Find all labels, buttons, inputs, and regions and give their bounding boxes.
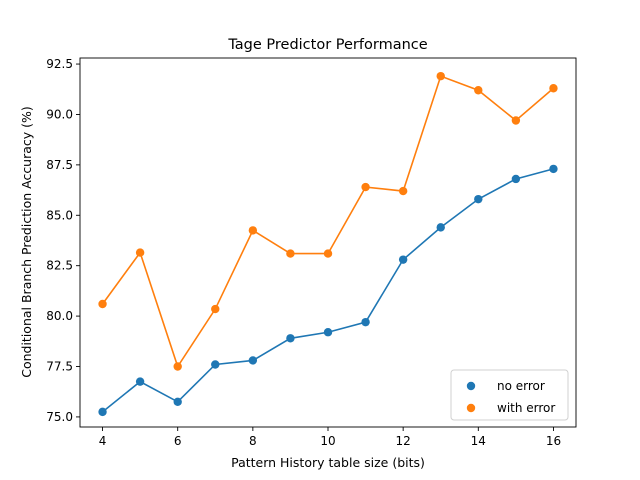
y-tick-label-1: 77.5 <box>46 360 73 374</box>
axes: 4 6 8 10 12 14 16 75.0 77.5 80.0 82.5 85.0 87.5 90.0 9… <box>46 57 577 448</box>
legend-box <box>450 369 569 421</box>
legend-marker-1 <box>466 403 476 413</box>
data-point-1-8 <box>398 186 408 196</box>
plot-area <box>98 71 558 417</box>
data-point-0-12 <box>549 164 558 174</box>
legend-marker-0 <box>466 381 476 391</box>
x-tick-label-5: 14 <box>471 434 486 448</box>
data-point-0-5 <box>286 334 295 343</box>
x-tick-label-3: 10 <box>320 434 335 448</box>
data-point-1-2 <box>173 362 182 371</box>
data-point-0-0 <box>98 407 107 417</box>
data-point-1-11 <box>511 116 521 125</box>
data-point-1-6 <box>323 249 333 258</box>
chart-title: Tage Predictor Performance <box>227 37 427 53</box>
data-point-0-6 <box>323 328 333 337</box>
data-point-0-2 <box>173 397 182 406</box>
x-tick-label-4: 12 <box>396 434 411 448</box>
data-point-0-1 <box>135 377 145 386</box>
data-point-1-5 <box>286 249 295 258</box>
y-tick-label-5: 87.5 <box>46 158 73 172</box>
data-point-0-11 <box>511 174 521 184</box>
data-point-0-4 <box>248 356 258 365</box>
y-tick-label-0: 75.0 <box>46 410 73 424</box>
y-axis-label: Conditional Branch Prediction Accuracy (… <box>19 106 34 378</box>
data-point-1-0 <box>98 299 107 309</box>
data-point-0-3 <box>211 360 220 369</box>
legend: no error with error <box>450 369 569 421</box>
x-tick-label-0: 4 <box>99 434 107 448</box>
y-tick-label-7: 92.5 <box>46 57 73 71</box>
data-point-1-3 <box>211 304 220 314</box>
legend-label-0: no error <box>497 379 545 393</box>
data-point-0-9 <box>436 223 445 232</box>
data-point-0-10 <box>474 194 483 204</box>
x-tick-label-6: 16 <box>546 434 561 448</box>
legend-label-1: with error <box>497 401 555 415</box>
data-point-1-4 <box>248 226 258 235</box>
y-tick-label-3: 82.5 <box>46 259 73 273</box>
x-tick-label-2: 8 <box>249 434 257 448</box>
y-tick-label-2: 80.0 <box>46 309 73 323</box>
x-axis-label: Pattern History table size (bits) <box>231 455 425 470</box>
y-tick-label-6: 90.0 <box>46 107 73 121</box>
x-tick-label-1: 6 <box>174 434 182 448</box>
y-tick-label-4: 85.0 <box>46 208 73 222</box>
data-point-1-9 <box>436 71 445 81</box>
data-point-1-7 <box>361 182 370 192</box>
data-point-1-1 <box>135 248 145 257</box>
data-point-1-10 <box>474 86 483 95</box>
data-point-0-7 <box>361 317 370 327</box>
data-point-1-12 <box>549 84 558 93</box>
data-point-0-8 <box>398 255 408 264</box>
